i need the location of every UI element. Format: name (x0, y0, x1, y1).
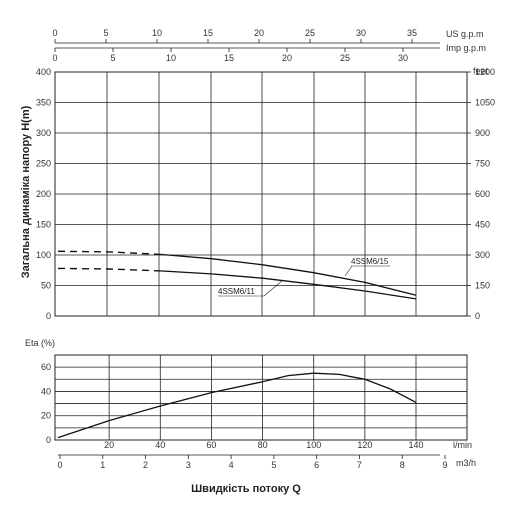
imp-gpm-tick-5: 25 (340, 53, 350, 63)
lmin-tick-0: 20 (104, 440, 114, 450)
head-y-tick-6: 300 (36, 128, 51, 138)
imp-gpm-tick-6: 30 (398, 53, 408, 63)
imp-gpm-tick-4: 20 (282, 53, 292, 63)
feet-tick-0: 0 (475, 311, 480, 321)
m3h-tick-6: 6 (314, 460, 319, 470)
us-gpm-tick-0: 0 (52, 28, 57, 38)
head-curve-0 (160, 253, 417, 296)
eta-y-tick-0: 0 (46, 435, 51, 445)
m3h-unit: m3/h (456, 458, 476, 468)
series-label-4ssm6-11-leader (263, 279, 284, 297)
head-curve-1 (160, 270, 417, 300)
us-gpm-tick-4: 20 (254, 28, 264, 38)
m3h-tick-0: 0 (57, 460, 62, 470)
feet-tick-2: 300 (475, 250, 490, 260)
head-y-tick-2: 100 (36, 250, 51, 260)
eta-chart-frame (54, 354, 468, 441)
head-chart-ticks: 0 50 100 150 200 250 300 350 400 0 150 300 450 600 750… (36, 67, 495, 321)
head-curve-dashed-0 (57, 250, 161, 256)
eta-curve (57, 372, 417, 439)
us-gpm-tick-5: 25 (305, 28, 315, 38)
m3h-tick-9: 9 (442, 460, 447, 470)
imp-gpm-unit: Imp g.p.m (446, 43, 486, 53)
lmin-tick-3: 80 (258, 440, 268, 450)
eta-chart-ticks: 20 40 60 80 100 120 140 0 20 40 60 (41, 362, 424, 450)
imp-gpm-tick-3: 15 (224, 53, 234, 63)
head-y-tick-5: 250 (36, 159, 51, 169)
us-gpm-tick-2: 10 (152, 28, 162, 38)
feet-tick-8: 1200 (475, 67, 495, 77)
series-label-4ssm6-15-leader (344, 265, 353, 277)
head-chart-grid (54, 71, 468, 317)
us-gpm-ticks: 0 5 10 15 20 25 30 35 (52, 28, 417, 43)
eta-y-tick-3: 60 (41, 362, 51, 372)
series-label-4ssm6-15: 4SSM6/15 (351, 257, 389, 266)
imp-gpm-ticks: 0 5 10 15 20 25 30 (52, 48, 408, 63)
lmin-tick-6: 140 (408, 440, 423, 450)
head-y-tick-7: 350 (36, 98, 51, 108)
feet-tick-6: 900 (475, 128, 490, 138)
head-y-tick-0: 0 (46, 311, 51, 321)
lmin-tick-4: 100 (306, 440, 321, 450)
feet-unit: feet (473, 66, 489, 76)
head-y-tick-8: 400 (36, 67, 51, 77)
m3h-tick-1: 1 (100, 460, 105, 470)
feet-tick-5: 750 (475, 159, 490, 169)
head-y-tick-4: 200 (36, 189, 51, 199)
lmin-unit: l/min (453, 440, 472, 450)
eta-chart-grid (54, 354, 468, 441)
imp-gpm-tick-1: 5 (110, 53, 115, 63)
m3h-tick-4: 4 (229, 460, 234, 470)
m3h-ticks: 0 1 2 3 4 5 6 7 8 9 (57, 455, 448, 470)
us-gpm-tick-7: 35 (407, 28, 417, 38)
imp-gpm-tick-0: 0 (52, 53, 57, 63)
feet-tick-1: 150 (475, 281, 490, 291)
head-y-tick-3: 150 (36, 220, 51, 230)
head-y-tick-1: 50 (41, 281, 51, 291)
m3h-tick-8: 8 (400, 460, 405, 470)
eta-y-title: Eta (%) (25, 338, 55, 348)
head-y-title: Загальна динаміка напору H(m) (20, 105, 32, 278)
eta-chart-curves (57, 372, 417, 439)
lmin-tick-2: 60 (206, 440, 216, 450)
us-gpm-tick-1: 5 (103, 28, 108, 38)
us-gpm-unit: US g.p.m (446, 29, 484, 39)
feet-tick-4: 600 (475, 189, 490, 199)
imp-gpm-tick-2: 10 (166, 53, 176, 63)
eta-y-tick-2: 40 (41, 386, 51, 396)
feet-tick-7: 1050 (475, 98, 495, 108)
lmin-tick-5: 120 (357, 440, 372, 450)
eta-y-tick-1: 20 (41, 411, 51, 421)
m3h-tick-2: 2 (143, 460, 148, 470)
us-gpm-tick-3: 15 (203, 28, 213, 38)
m3h-tick-7: 7 (357, 460, 362, 470)
series-label-4ssm6-11: 4SSM6/11 (218, 287, 255, 296)
m3h-tick-5: 5 (271, 460, 276, 470)
lmin-tick-1: 40 (155, 440, 165, 450)
m3h-tick-3: 3 (186, 460, 191, 470)
head-curve-dashed-1 (57, 267, 161, 272)
us-gpm-tick-6: 30 (356, 28, 366, 38)
feet-tick-3: 450 (475, 220, 490, 230)
x-title: Швидкість потоку Q (191, 483, 301, 495)
head-chart-curves (57, 250, 417, 300)
